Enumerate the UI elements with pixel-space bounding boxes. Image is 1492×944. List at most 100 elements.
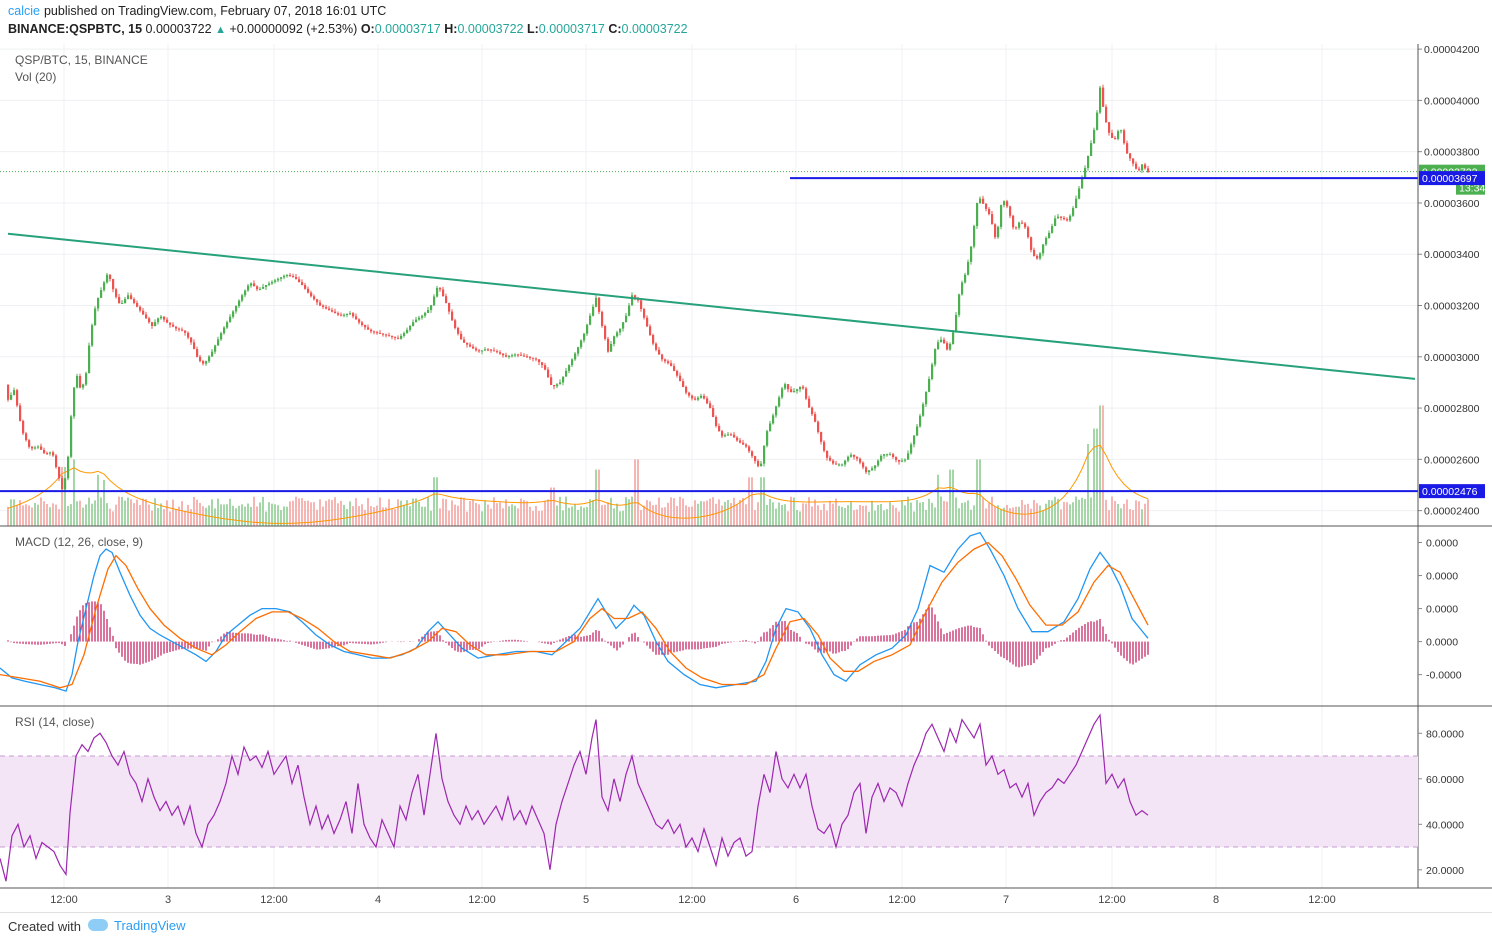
candle-body xyxy=(178,328,181,330)
candle-body xyxy=(814,414,817,422)
candle-body xyxy=(457,327,460,334)
volume-bar xyxy=(844,508,846,526)
candle-body xyxy=(289,275,292,277)
header-bar: calcie published on TradingView.com, Febr… xyxy=(0,0,1492,44)
volume-bar xyxy=(601,505,603,526)
volume-bar xyxy=(763,477,765,526)
candle-body xyxy=(10,394,13,400)
candle-body xyxy=(1120,130,1123,132)
chart-svg[interactable]: 12:00 3 12:00 4 12:00 5 12:00 6 12:00 7 12:00 8 12:0… xyxy=(0,44,1492,912)
volume-bar xyxy=(1141,509,1143,526)
volume-bar xyxy=(841,506,843,526)
volume-bar xyxy=(562,510,564,526)
candle-body xyxy=(805,388,808,399)
volume-bar xyxy=(487,504,489,526)
volume-bar xyxy=(352,506,354,526)
volume-bar xyxy=(76,501,78,526)
volume-bar xyxy=(913,511,915,526)
candle-body xyxy=(445,296,448,303)
candle-body xyxy=(22,420,25,434)
x-tick-label: 3 xyxy=(165,894,171,906)
volume-bar xyxy=(883,510,885,526)
volume-bar xyxy=(610,497,612,526)
volume-bar xyxy=(1057,498,1059,526)
volume-bar xyxy=(880,504,882,526)
volume-bar xyxy=(355,498,357,526)
candle-body xyxy=(142,310,145,315)
candle-body xyxy=(1105,106,1108,123)
volume-bar xyxy=(286,506,288,526)
author-link[interactable]: calcie xyxy=(8,4,40,18)
candle-body xyxy=(496,351,499,353)
volume-bar xyxy=(130,499,132,526)
volume-bar xyxy=(418,502,420,526)
volume-bar xyxy=(460,497,462,526)
candle-body xyxy=(580,340,583,348)
volume-bar xyxy=(613,508,615,526)
volume-bar xyxy=(250,506,252,526)
volume-bar xyxy=(97,474,99,526)
x-tick-label: 12:00 xyxy=(50,894,78,906)
volume-bar xyxy=(157,508,159,526)
candle-body xyxy=(907,453,910,460)
candle-body xyxy=(28,440,31,447)
volume-bar xyxy=(238,505,240,526)
volume-bar xyxy=(10,499,12,526)
candle-body xyxy=(1072,208,1075,216)
volume-bar xyxy=(871,500,873,526)
candle-body xyxy=(661,354,664,360)
candle-body xyxy=(187,332,190,338)
candle-body xyxy=(1039,253,1042,259)
candle-body xyxy=(940,339,943,343)
volume-bar xyxy=(940,496,942,526)
candle-body xyxy=(847,456,850,461)
volume-bar xyxy=(478,504,480,526)
y-tick-label: 0.00002400 xyxy=(1424,506,1480,518)
volume-bar xyxy=(541,510,543,526)
candle-body xyxy=(271,281,274,284)
volume-bar xyxy=(1003,507,1005,526)
volume-bar xyxy=(1069,504,1071,526)
volume-bar xyxy=(370,506,372,526)
volume-bar xyxy=(301,498,303,526)
candle-body xyxy=(520,354,523,356)
volume-bar xyxy=(538,511,540,526)
volume-bar xyxy=(307,500,309,526)
candle-body xyxy=(868,470,871,473)
volume-bar xyxy=(679,496,681,526)
candle-body xyxy=(688,392,691,396)
candle-body xyxy=(889,454,892,456)
volume-bar xyxy=(568,507,570,526)
candle-body xyxy=(88,345,91,374)
volume-bar xyxy=(217,498,219,526)
volume-bar xyxy=(700,501,702,526)
volume-bar xyxy=(166,500,168,526)
tradingview-logo[interactable]: TradingView xyxy=(88,918,186,933)
candle-body xyxy=(640,300,643,310)
macd-tick-label: 0.0000 xyxy=(1426,637,1458,649)
volume-bar xyxy=(1063,502,1065,526)
volume-bar xyxy=(388,499,390,526)
candle-body xyxy=(154,322,157,327)
volume-bar xyxy=(1042,510,1044,526)
candle-body xyxy=(397,337,400,339)
volume-label: Vol (20) xyxy=(15,70,56,84)
candle-body xyxy=(667,361,670,364)
volume-bar xyxy=(664,507,666,526)
volume-bar xyxy=(688,506,690,526)
candle-body xyxy=(25,433,28,441)
chart-area[interactable]: 12:00 3 12:00 4 12:00 5 12:00 6 12:00 7 12:00 8 12:0… xyxy=(0,44,1492,912)
volume-bar xyxy=(1126,499,1128,526)
volume-bar xyxy=(724,501,726,526)
candle-body xyxy=(817,421,820,432)
volume-bar xyxy=(262,496,264,526)
resistance-price-label-bg xyxy=(1419,171,1485,186)
volume-bar xyxy=(622,510,624,526)
macd-tick-label: 0.0000 xyxy=(1426,604,1458,616)
candle-body xyxy=(724,435,727,437)
candle-body xyxy=(229,316,232,323)
candle-body xyxy=(232,311,235,317)
candle-body xyxy=(727,434,730,436)
candle-body xyxy=(274,280,277,282)
volume-bar xyxy=(88,497,90,526)
